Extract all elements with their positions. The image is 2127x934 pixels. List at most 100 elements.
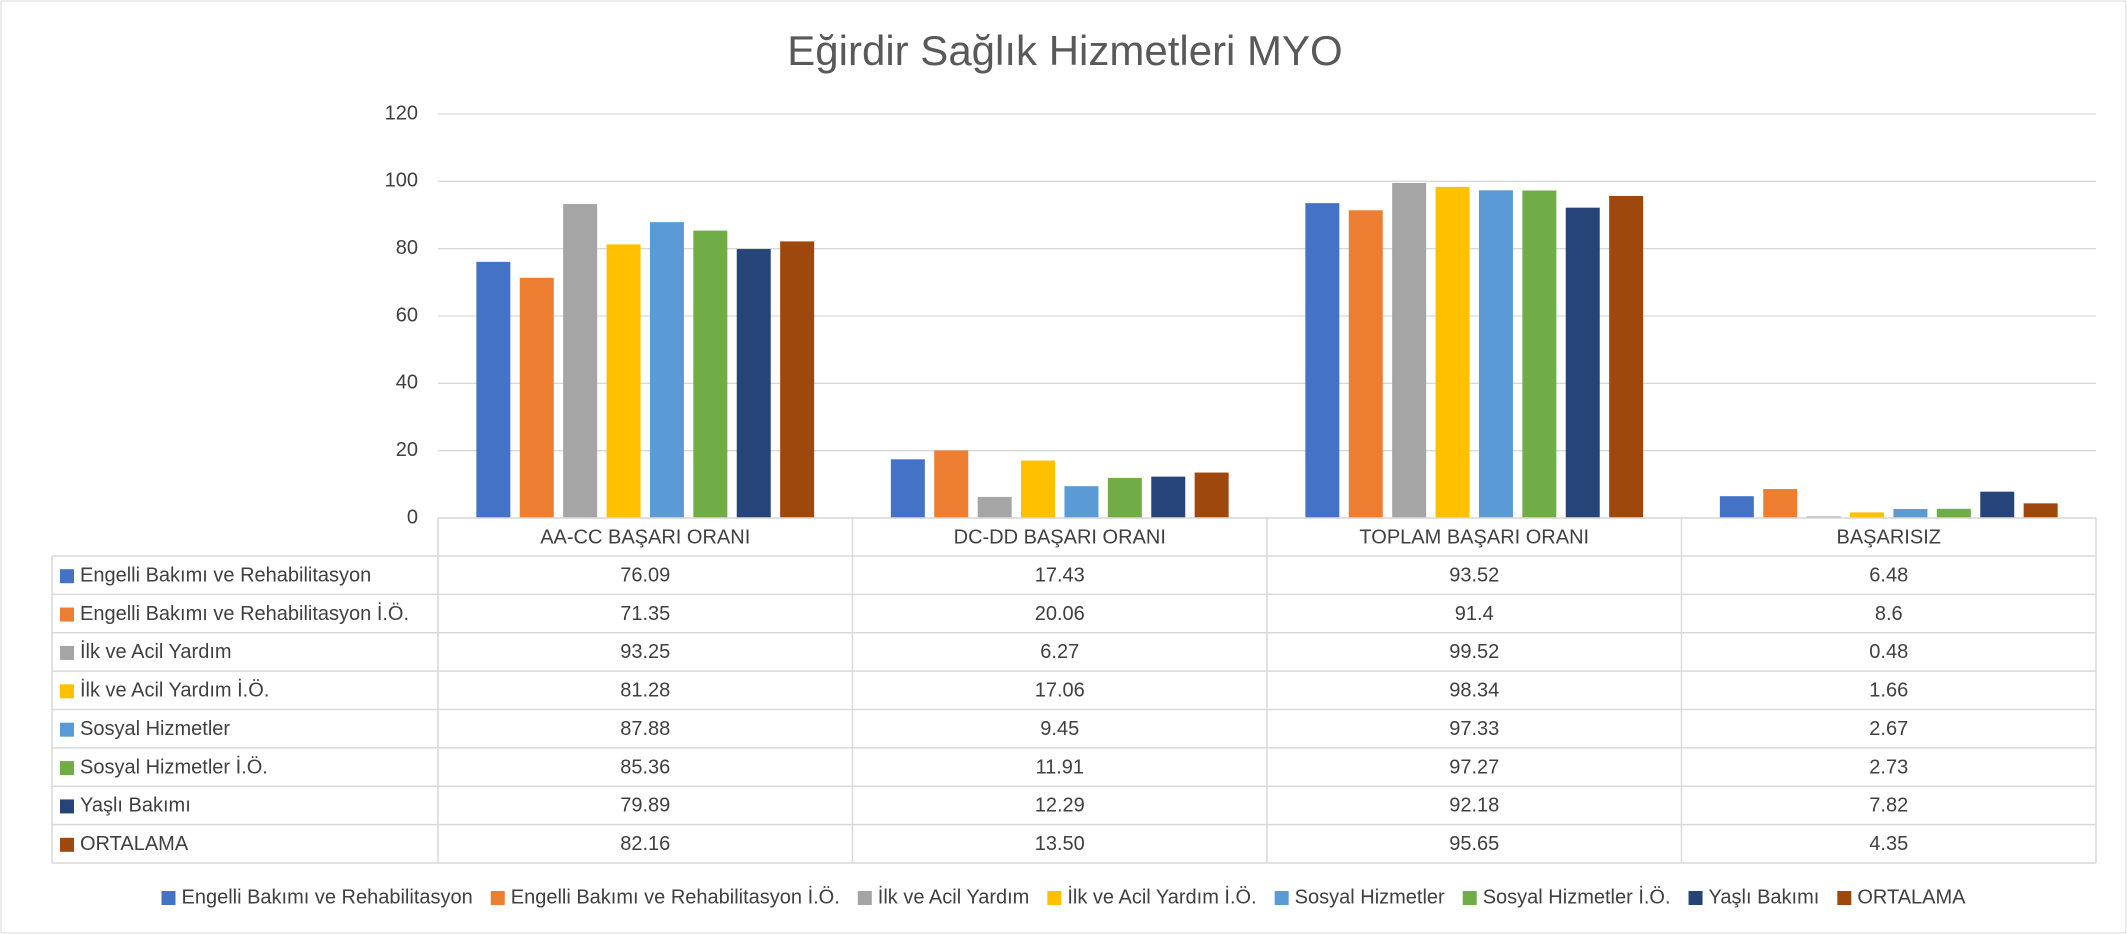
- bar: [1565, 207, 1600, 519]
- legend-key: [1462, 891, 1477, 905]
- legend-key: [60, 684, 74, 699]
- table-value: 11.91: [1035, 756, 1084, 778]
- table-value: 8.6: [1875, 603, 1903, 625]
- chart-title: Eğirdir Sağlık Hizmetleri MYO: [787, 27, 1342, 74]
- table-value: 9.45: [1040, 718, 1079, 740]
- bar: [977, 496, 1012, 518]
- table-value: 92.18: [1449, 795, 1499, 817]
- bar: [476, 261, 511, 518]
- table-value: 0.48: [1869, 641, 1908, 663]
- legend-key: [60, 837, 74, 852]
- table-value: 82.16: [620, 833, 670, 855]
- row-label: Yaşlı Bakımı: [80, 795, 191, 817]
- bar: [693, 230, 728, 518]
- legend-label: Engelli Bakımı ve Rehabilitasyon İ.Ö.: [511, 885, 840, 908]
- bar: [1719, 496, 1754, 518]
- legend-label: İlk ve Acil Yardım İ.Ö.: [1067, 885, 1256, 908]
- row-label: Engelli Bakımı ve Rehabilitasyon İ.Ö.: [80, 602, 409, 625]
- bar: [1609, 195, 1644, 518]
- bar: [563, 204, 598, 518]
- table-value: 95.65: [1449, 833, 1499, 855]
- legend-key: [60, 761, 74, 776]
- bar: [1392, 182, 1427, 518]
- row-label: İlk ve Acil Yardım İ.Ö.: [80, 679, 269, 702]
- bar: [519, 277, 554, 518]
- table-value: 17.43: [1035, 564, 1085, 586]
- bar: [1435, 186, 1470, 518]
- bar: [2023, 503, 2058, 518]
- bar: [1893, 509, 1928, 518]
- table-value: 98.34: [1449, 680, 1499, 702]
- legend-key: [490, 891, 505, 905]
- bar: [890, 459, 925, 518]
- legend-key: [60, 607, 74, 622]
- table-value: 6.48: [1869, 564, 1908, 586]
- legend-key: [1047, 891, 1062, 905]
- category-label: DC-DD BAŞARI ORANI: [954, 526, 1166, 548]
- category-label: BAŞARISIZ: [1837, 526, 1941, 548]
- table-value: 2.73: [1869, 756, 1908, 778]
- bar: [780, 241, 815, 519]
- table-value: 79.89: [620, 795, 670, 817]
- table-value: 17.06: [1035, 680, 1085, 702]
- table-value: 20.06: [1035, 603, 1085, 625]
- y-tick-label: 60: [396, 304, 418, 326]
- bar: [1107, 477, 1142, 518]
- legend-label: ORTALAMA: [1857, 886, 1966, 908]
- row-label: İlk ve Acil Yardım: [80, 640, 232, 663]
- legend-key: [1688, 891, 1703, 905]
- table-value: 7.82: [1869, 795, 1908, 817]
- bar: [1850, 512, 1885, 518]
- row-label: Sosyal Hizmetler: [80, 718, 230, 740]
- y-tick-label: 100: [385, 170, 418, 192]
- table-value: 99.52: [1449, 641, 1499, 663]
- row-label: Engelli Bakımı ve Rehabilitasyon: [80, 564, 371, 586]
- row-label: ORTALAMA: [80, 833, 189, 855]
- legend-key: [60, 799, 74, 814]
- table-value: 71.35: [620, 603, 670, 625]
- bar: [934, 450, 969, 518]
- bar: [1348, 210, 1383, 518]
- legend-key: [60, 722, 74, 737]
- category-label: TOPLAM BAŞARI ORANI: [1359, 526, 1589, 548]
- legend-label: Engelli Bakımı ve Rehabilitasyon: [181, 886, 472, 908]
- bar: [649, 222, 684, 518]
- table-value: 97.27: [1449, 756, 1499, 778]
- bar: [1936, 508, 1971, 518]
- table-value: 91.4: [1455, 603, 1494, 625]
- bar: [1806, 516, 1841, 518]
- legend-key: [1274, 891, 1289, 905]
- bar: [1021, 460, 1056, 518]
- y-tick-label: 20: [396, 439, 418, 461]
- legend-key: [60, 645, 74, 660]
- bar: [1305, 203, 1340, 518]
- legend-label: Yaşlı Bakımı: [1709, 886, 1820, 908]
- table-value: 1.66: [1869, 680, 1908, 702]
- table-value: 4.35: [1869, 833, 1908, 855]
- bar: [1522, 190, 1557, 518]
- legend-key: [857, 891, 872, 905]
- table-value: 6.27: [1040, 641, 1079, 663]
- row-label: Sosyal Hizmetler İ.Ö.: [80, 755, 268, 778]
- legend-key: [161, 891, 176, 905]
- table-value: 85.36: [620, 756, 670, 778]
- table-value: 12.29: [1035, 795, 1085, 817]
- bar: [1194, 472, 1229, 518]
- legend-label: Sosyal Hizmetler: [1295, 886, 1445, 908]
- table-value: 81.28: [620, 680, 670, 702]
- legend-key: [60, 569, 74, 584]
- table-value: 76.09: [620, 564, 670, 586]
- bar: [606, 244, 641, 518]
- bar: [1478, 190, 1513, 518]
- bar: [1064, 486, 1099, 518]
- category-label: AA-CC BAŞARI ORANI: [540, 526, 750, 548]
- table-value: 13.50: [1035, 833, 1085, 855]
- bar: [736, 249, 771, 519]
- legend-key: [1837, 891, 1852, 905]
- y-tick-label: 0: [407, 506, 418, 528]
- table-value: 87.88: [620, 718, 670, 740]
- table-value: 93.25: [620, 641, 670, 663]
- bar: [1763, 489, 1798, 518]
